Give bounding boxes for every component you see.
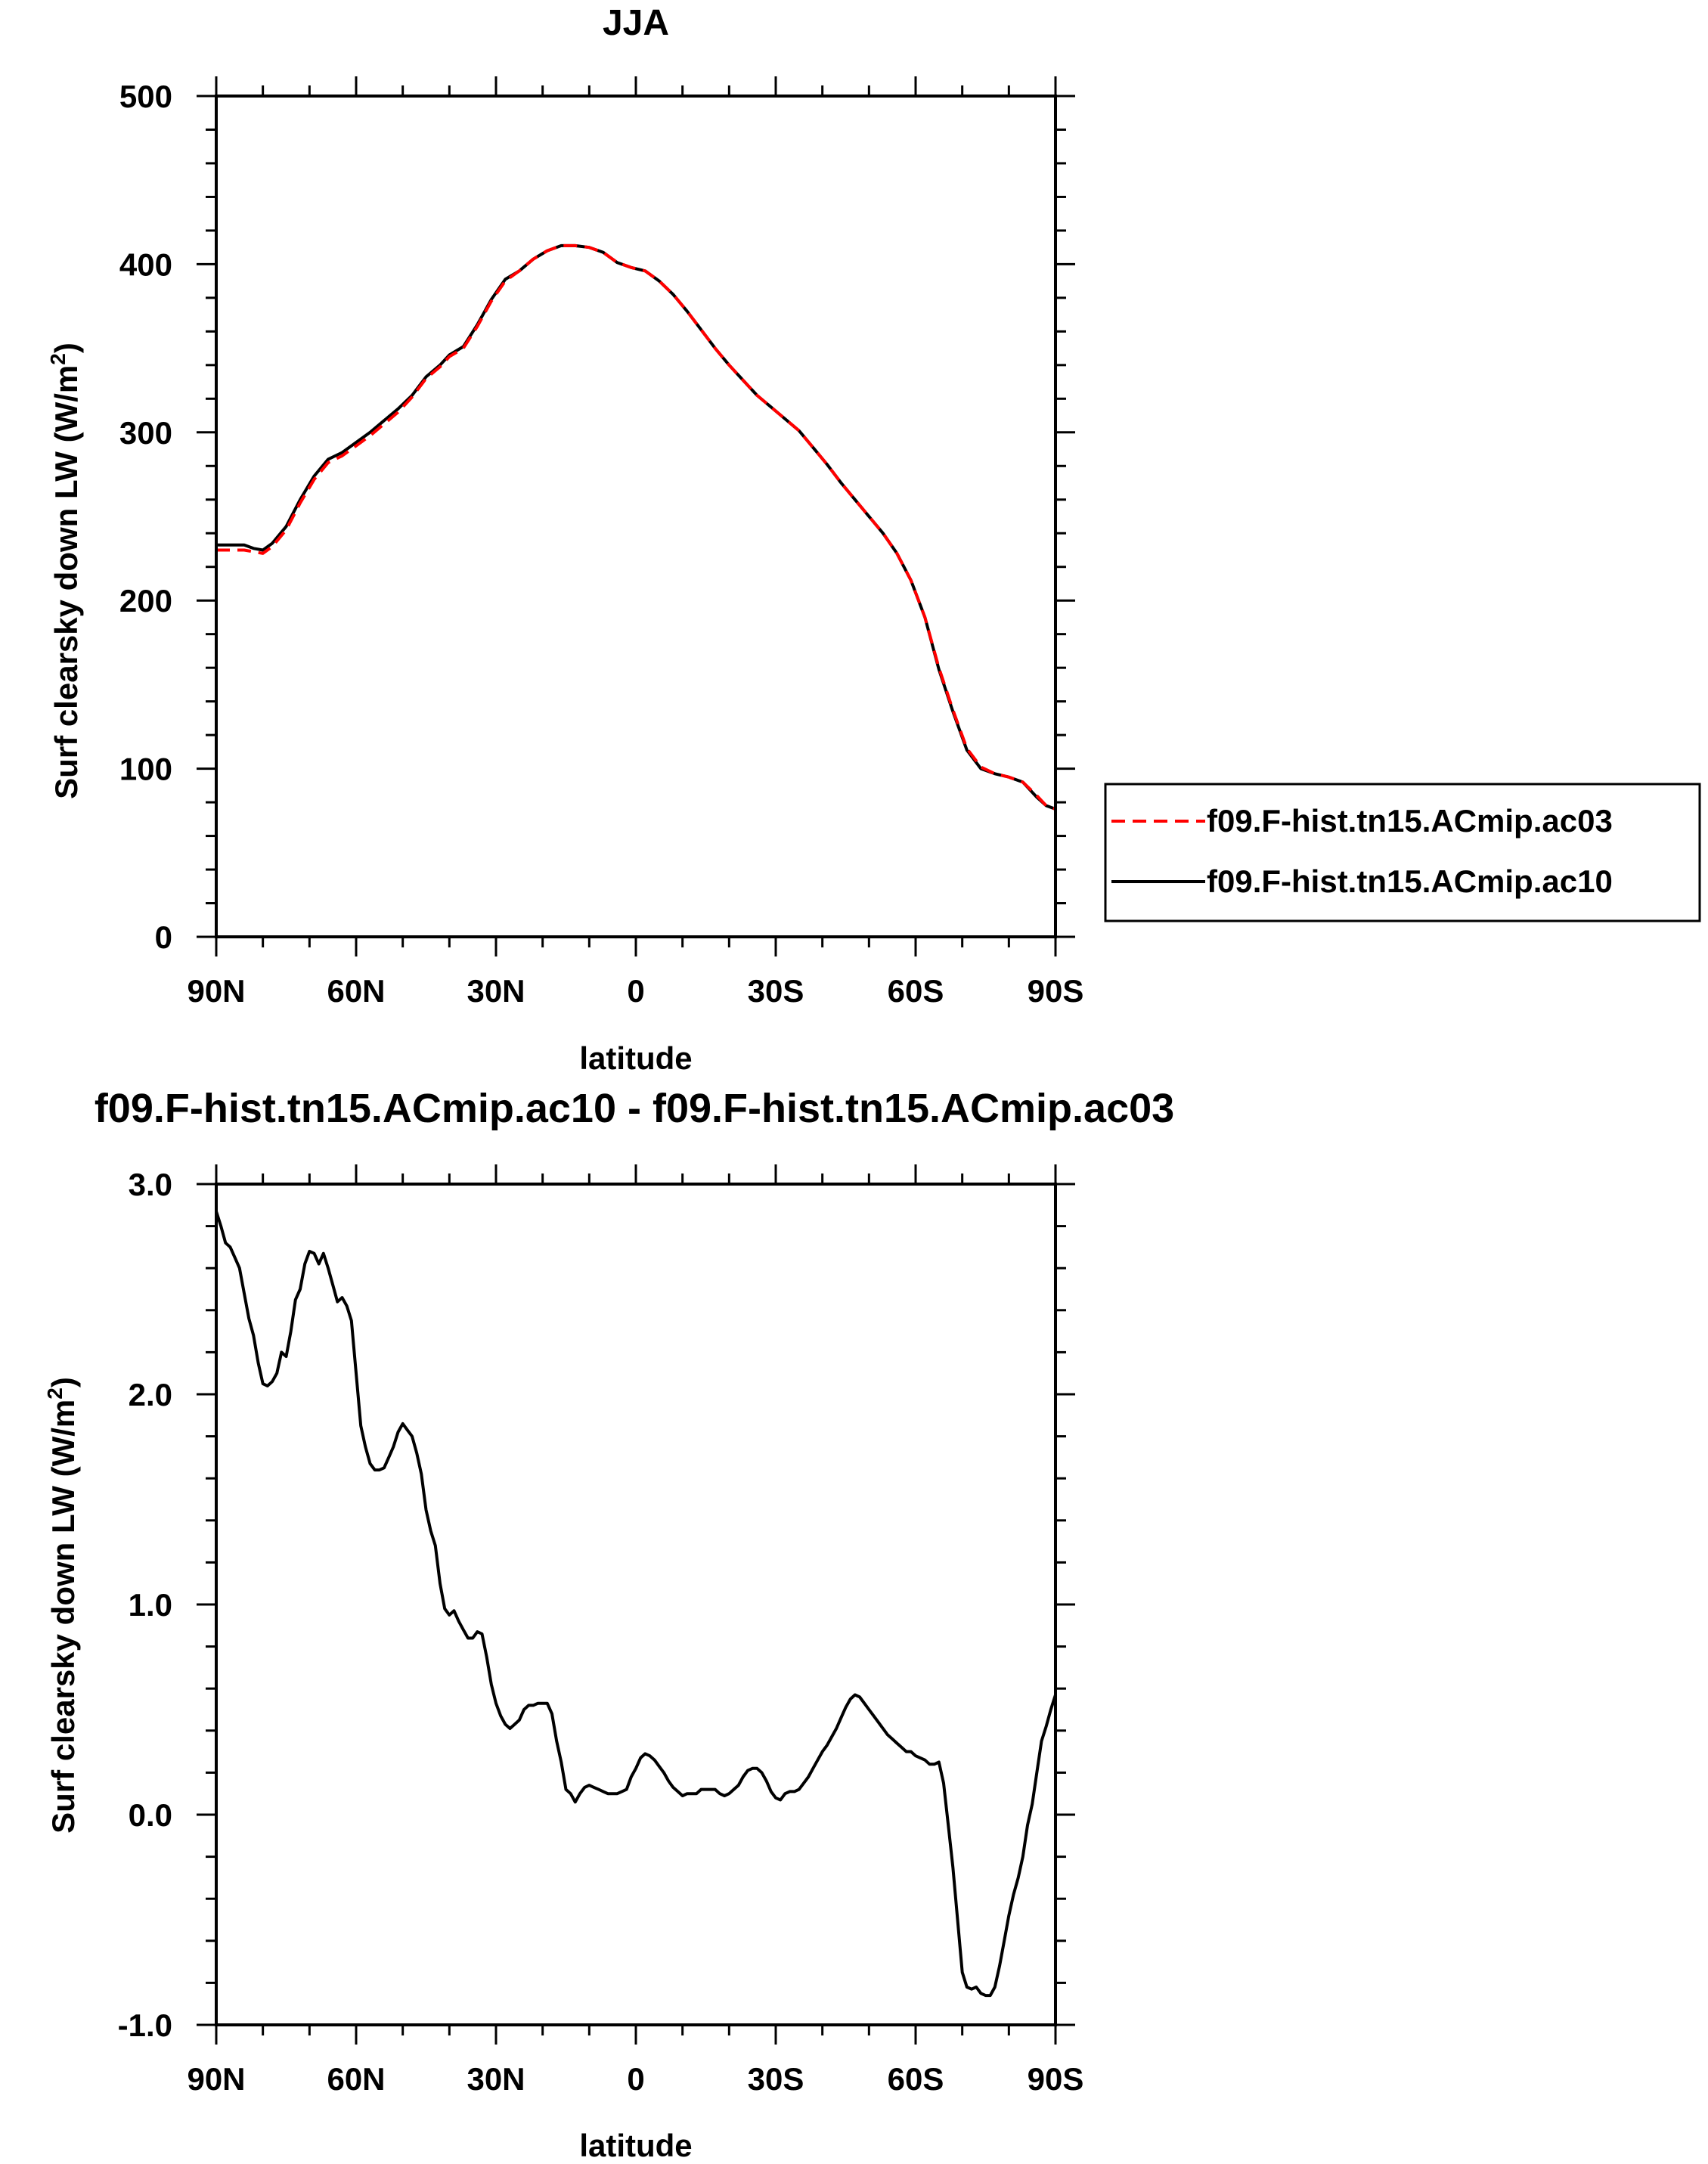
y-tick-label: -1.0 — [118, 2007, 172, 2043]
x-tick-label: 90N — [187, 2061, 245, 2097]
x-tick-label: 30S — [748, 2061, 804, 2097]
y-tick-label: 0 — [155, 919, 172, 955]
plot-series — [215, 1211, 1057, 1998]
y-axis-label-text: Surf clearsky down LW (W/m — [48, 365, 84, 799]
axis-ticks — [197, 76, 1075, 956]
x-tick-label: 90S — [1028, 973, 1084, 1009]
plot-frame — [215, 1183, 1057, 2026]
series-line-0 — [216, 243, 1056, 811]
x-axis-label: latitude — [579, 1040, 692, 1076]
tick-labels: 90N 60N 30N 0 30S 60S 90S -1.0 0.0 1.0 2.0 3.0 — [118, 1167, 1084, 2097]
x-tick-label: 90N — [187, 973, 245, 1009]
x-tick-label: 60N — [327, 973, 385, 1009]
y-axis-label-close: ) — [45, 1377, 81, 1387]
y-tick-label: 1.0 — [129, 1587, 172, 1623]
y-axis-label-text: Surf clearsky down LW (W/m — [45, 1400, 81, 1834]
top-chart: JJA Surf clearsky down LW (W/m2) 90N 60N 3… — [46, 3, 1701, 1076]
x-tick-label: 60N — [327, 2061, 385, 2097]
series-line-0 — [215, 1211, 1057, 1998]
y-tick-label: 200 — [119, 583, 172, 619]
x-tick-label: 60S — [888, 973, 944, 1009]
x-tick-label: 30N — [467, 2061, 525, 2097]
tick-labels: 90N 60N 30N 0 30S 60S 90S 0 100 200 300 400 500 — [119, 79, 1083, 1009]
axis-ticks — [197, 1164, 1075, 2045]
x-tick-label: 0 — [627, 973, 644, 1009]
x-tick-label: 30N — [467, 973, 525, 1009]
legend: f09.F-hist.tn15.ACmip.ac03 f09.F-hist.tn… — [1104, 783, 1701, 922]
y-tick-label: 100 — [119, 752, 172, 787]
legend-box — [1104, 783, 1701, 922]
x-tick-label: 30S — [748, 973, 804, 1009]
y-tick-label: 300 — [119, 415, 172, 451]
chart-title: JJA — [603, 3, 669, 43]
y-axis-label: Surf clearsky down LW (W/m2) — [43, 1377, 81, 1834]
chart-title: f09.F-hist.tn15.ACmip.ac10 - f09.F-hist.… — [95, 1086, 1174, 1131]
svg-text:Surf clearsky down LW (W/m2): Surf clearsky down LW (W/m2) — [46, 343, 84, 799]
x-tick-label: 60S — [888, 2061, 944, 2097]
svg-text:Surf clearsky down LW (W/m2): Surf clearsky down LW (W/m2) — [43, 1377, 81, 1834]
x-tick-label: 90S — [1028, 2061, 1084, 2097]
y-axis-label-close: ) — [48, 343, 84, 353]
y-tick-label: 2.0 — [129, 1377, 172, 1412]
y-axis-label-superscript: 2 — [43, 1387, 67, 1400]
y-axis-label: Surf clearsky down LW (W/m2) — [46, 343, 84, 799]
plot-series — [216, 243, 1056, 811]
y-tick-label: 3.0 — [129, 1167, 172, 1202]
y-tick-label: 0.0 — [129, 1797, 172, 1833]
x-tick-label: 0 — [627, 2061, 644, 2097]
y-tick-label: 400 — [119, 246, 172, 282]
x-axis-label: latitude — [579, 2128, 692, 2163]
y-axis-label-superscript: 2 — [46, 353, 70, 365]
legend-label-ac10: f09.F-hist.tn15.ACmip.ac10 — [1207, 863, 1613, 899]
y-tick-label: 500 — [119, 79, 172, 114]
plot-frame — [215, 95, 1057, 938]
series-line-1 — [216, 243, 1056, 811]
legend-label-ac03: f09.F-hist.tn15.ACmip.ac03 — [1207, 803, 1613, 839]
bottom-chart: f09.F-hist.tn15.ACmip.ac10 - f09.F-hist.… — [43, 1086, 1174, 2163]
